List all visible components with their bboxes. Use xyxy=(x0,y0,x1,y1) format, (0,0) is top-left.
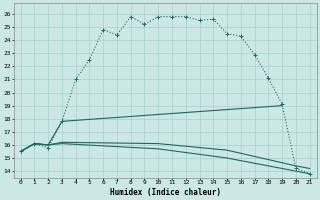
X-axis label: Humidex (Indice chaleur): Humidex (Indice chaleur) xyxy=(110,188,220,197)
